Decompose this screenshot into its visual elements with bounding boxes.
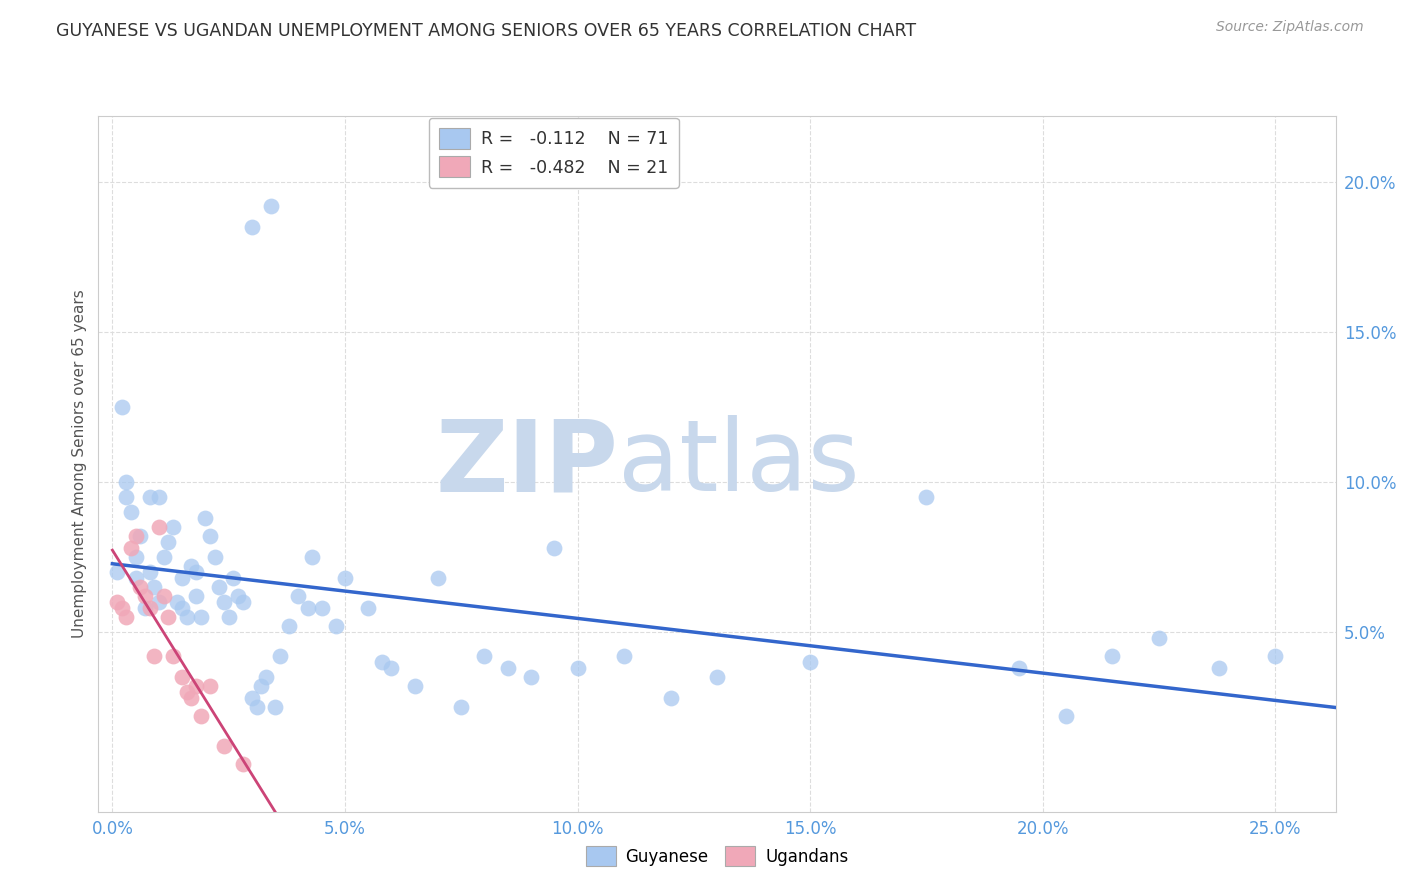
- Point: [254, 670, 277, 684]
- Point: [120, 505, 142, 519]
- Point: [232, 595, 254, 609]
- Point: [404, 679, 426, 693]
- Point: [162, 520, 184, 534]
- Point: [427, 571, 450, 585]
- Point: [297, 600, 319, 615]
- Point: [134, 600, 156, 615]
- Point: [190, 708, 212, 723]
- Point: [172, 670, 194, 684]
- Point: [222, 571, 245, 585]
- Point: [124, 549, 146, 564]
- Point: [659, 690, 682, 705]
- Point: [115, 490, 138, 504]
- Point: [157, 609, 180, 624]
- Point: [111, 400, 134, 414]
- Point: [157, 534, 180, 549]
- Point: [212, 595, 235, 609]
- Point: [278, 619, 301, 633]
- Point: [380, 661, 402, 675]
- Point: [1008, 661, 1031, 675]
- Point: [111, 600, 134, 615]
- Point: [264, 699, 287, 714]
- Point: [162, 648, 184, 663]
- Point: [357, 600, 380, 615]
- Point: [226, 589, 249, 603]
- Point: [232, 756, 254, 771]
- Point: [138, 600, 160, 615]
- Point: [706, 670, 728, 684]
- Text: ZIP: ZIP: [436, 416, 619, 512]
- Point: [311, 600, 333, 615]
- Point: [176, 685, 198, 699]
- Point: [152, 589, 174, 603]
- Point: [184, 589, 207, 603]
- Point: [105, 595, 128, 609]
- Point: [269, 648, 291, 663]
- Point: [148, 490, 170, 504]
- Point: [143, 648, 166, 663]
- Point: [1264, 648, 1286, 663]
- Point: [148, 595, 170, 609]
- Text: Source: ZipAtlas.com: Source: ZipAtlas.com: [1216, 20, 1364, 34]
- Point: [333, 571, 356, 585]
- Point: [124, 571, 146, 585]
- Point: [371, 655, 394, 669]
- Point: [166, 595, 188, 609]
- Point: [1147, 631, 1170, 645]
- Text: GUYANESE VS UGANDAN UNEMPLOYMENT AMONG SENIORS OVER 65 YEARS CORRELATION CHART: GUYANESE VS UGANDAN UNEMPLOYMENT AMONG S…: [56, 22, 917, 40]
- Point: [115, 475, 138, 489]
- Point: [172, 600, 194, 615]
- Point: [1054, 708, 1077, 723]
- Text: atlas: atlas: [619, 416, 859, 512]
- Point: [184, 565, 207, 579]
- Y-axis label: Unemployment Among Seniors over 65 years: Unemployment Among Seniors over 65 years: [72, 290, 87, 638]
- Point: [120, 541, 142, 555]
- Point: [152, 549, 174, 564]
- Point: [250, 679, 273, 693]
- Legend: Guyanese, Ugandans: Guyanese, Ugandans: [575, 836, 859, 877]
- Point: [204, 549, 226, 564]
- Point: [148, 520, 170, 534]
- Point: [915, 490, 938, 504]
- Point: [520, 670, 543, 684]
- Point: [143, 580, 166, 594]
- Point: [138, 490, 160, 504]
- Point: [567, 661, 589, 675]
- Point: [190, 609, 212, 624]
- Point: [474, 648, 496, 663]
- Point: [543, 541, 565, 555]
- Point: [180, 558, 202, 573]
- Point: [259, 199, 281, 213]
- Point: [134, 589, 156, 603]
- Point: [194, 511, 217, 525]
- Point: [1101, 648, 1123, 663]
- Point: [184, 679, 207, 693]
- Point: [1208, 661, 1230, 675]
- Point: [245, 699, 267, 714]
- Point: [799, 655, 821, 669]
- Point: [172, 571, 194, 585]
- Point: [496, 661, 519, 675]
- Point: [198, 679, 221, 693]
- Point: [129, 580, 152, 594]
- Point: [301, 549, 323, 564]
- Point: [212, 739, 235, 753]
- Point: [208, 580, 231, 594]
- Point: [198, 529, 221, 543]
- Point: [240, 219, 263, 234]
- Point: [138, 565, 160, 579]
- Point: [105, 565, 128, 579]
- Point: [287, 589, 309, 603]
- Point: [613, 648, 636, 663]
- Point: [124, 529, 146, 543]
- Point: [325, 619, 347, 633]
- Point: [176, 609, 198, 624]
- Point: [180, 690, 202, 705]
- Point: [450, 699, 472, 714]
- Point: [240, 690, 263, 705]
- Point: [218, 609, 240, 624]
- Point: [129, 529, 152, 543]
- Point: [115, 609, 138, 624]
